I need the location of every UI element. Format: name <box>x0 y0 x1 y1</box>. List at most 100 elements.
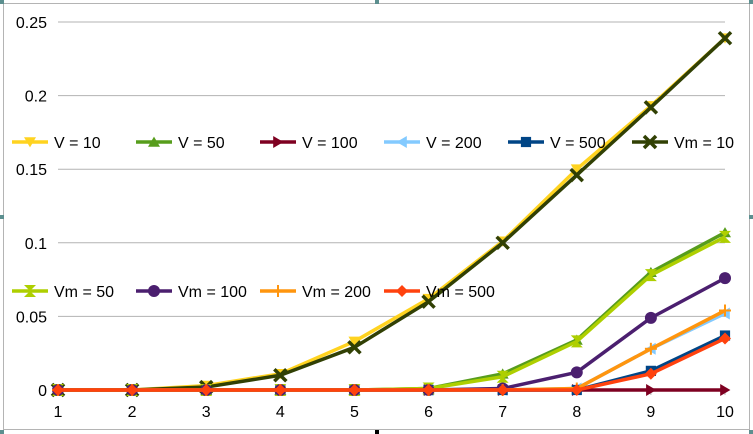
marker-stroke <box>717 30 733 46</box>
data-point <box>347 340 362 355</box>
legend-entry: V = 10 <box>12 135 101 152</box>
data-point <box>570 384 583 396</box>
legend-label: V = 500 <box>550 135 606 152</box>
legend-label: Vm = 50 <box>54 284 114 301</box>
legend-entry: Vm = 200 <box>260 284 371 301</box>
y-tick-label: 0.05 <box>16 309 47 326</box>
legend-marker <box>273 136 284 148</box>
data-point <box>644 342 657 355</box>
data-point <box>496 370 509 383</box>
x-tick-label: 5 <box>350 404 359 421</box>
data-point <box>274 384 287 396</box>
legend-marker <box>24 137 36 148</box>
data-point <box>719 272 731 285</box>
resize-handle[interactable] <box>0 215 4 219</box>
legend-marker <box>272 285 284 297</box>
y-tick-label: 0.1 <box>25 236 47 253</box>
legend-label: Vm = 200 <box>302 284 371 301</box>
legend-label: Vm = 100 <box>178 284 247 301</box>
legend: V = 10 V = 50 V = 100 V = 200 V = 500 Vm = 10… <box>12 134 734 301</box>
data-point <box>719 304 731 317</box>
marker-stroke <box>569 167 585 183</box>
legend-label: V = 10 <box>54 135 101 152</box>
marker-stroke <box>347 340 362 355</box>
data-point <box>348 384 361 396</box>
legend-marker <box>396 285 408 297</box>
y-tick-label: 0.15 <box>16 162 47 179</box>
data-point <box>52 384 64 396</box>
data-point <box>422 384 435 396</box>
data-point <box>720 384 731 396</box>
data-point <box>717 30 733 46</box>
x-tick-label: 4 <box>276 404 285 421</box>
legend-entry: V = 100 <box>260 135 358 152</box>
data-point <box>644 269 657 282</box>
legend-label: V = 100 <box>302 135 358 152</box>
marker-stroke <box>273 368 288 383</box>
y-tick-label: 0.2 <box>25 89 47 106</box>
x-tick-label: 9 <box>646 404 655 421</box>
legend-marker <box>642 134 658 150</box>
resize-handle[interactable] <box>749 215 753 219</box>
marker-stroke <box>643 100 659 115</box>
legend-label: Vm = 10 <box>674 135 734 152</box>
legend-entry: Vm = 50 <box>12 284 114 301</box>
data-point <box>643 100 659 115</box>
data-point <box>570 366 583 379</box>
resize-handle[interactable] <box>0 430 4 434</box>
resize-handle[interactable] <box>749 430 753 434</box>
data-point <box>719 332 731 345</box>
data-point <box>348 336 361 347</box>
x-tick-label: 3 <box>202 404 211 421</box>
legend-label: V = 200 <box>426 135 482 152</box>
x-tick-label: 8 <box>572 404 581 421</box>
data-point <box>570 164 583 175</box>
data-point <box>644 367 657 380</box>
data-point <box>273 368 288 383</box>
legend-label: Vm = 500 <box>426 284 495 301</box>
data-point <box>126 384 139 396</box>
data-point <box>719 230 731 243</box>
data-point <box>495 235 510 251</box>
legend-marker <box>520 136 532 148</box>
legend-label: V = 50 <box>178 135 225 152</box>
data-point <box>200 384 213 396</box>
x-tick-label: 6 <box>424 404 433 421</box>
x-tick-label: 2 <box>128 404 137 421</box>
legend-entry: Vm = 500 <box>384 284 495 301</box>
series-lines <box>50 30 733 398</box>
legend-marker <box>24 285 36 297</box>
legend-entry: V = 50 <box>136 135 225 152</box>
series-vm-500 <box>52 332 731 396</box>
y-tick-label: 0 <box>38 383 47 400</box>
data-point <box>644 311 657 324</box>
data-point <box>570 335 583 348</box>
legend-entry: Vm = 10 <box>632 134 734 152</box>
x-tick-label: 1 <box>54 404 63 421</box>
marker-stroke <box>642 134 658 150</box>
x-tick-label: 7 <box>498 404 507 421</box>
resize-handle[interactable] <box>0 0 4 4</box>
data-point <box>421 294 436 309</box>
data-point <box>646 384 657 396</box>
data-point <box>496 384 509 396</box>
legend-marker <box>148 285 160 297</box>
x-tick-label: 10 <box>716 404 734 421</box>
legend-marker <box>396 136 407 148</box>
axes: 0 0.05 0.1 0.15 0.2 0.25 1 2 3 4 5 6 7 8 9 10 <box>16 15 734 421</box>
data-point <box>569 167 585 183</box>
resize-handle[interactable] <box>375 430 379 434</box>
legend-entry: V = 200 <box>384 135 482 152</box>
legend-marker <box>148 136 160 147</box>
legend-entry: Vm = 100 <box>136 284 247 301</box>
series-line <box>58 336 726 392</box>
resize-handle[interactable] <box>375 0 379 4</box>
y-tick-label: 0.25 <box>16 15 47 32</box>
resize-handle[interactable] <box>749 0 753 4</box>
marker-stroke <box>421 294 436 309</box>
marker-stroke <box>495 235 510 251</box>
legend-entry: V = 500 <box>508 135 606 152</box>
